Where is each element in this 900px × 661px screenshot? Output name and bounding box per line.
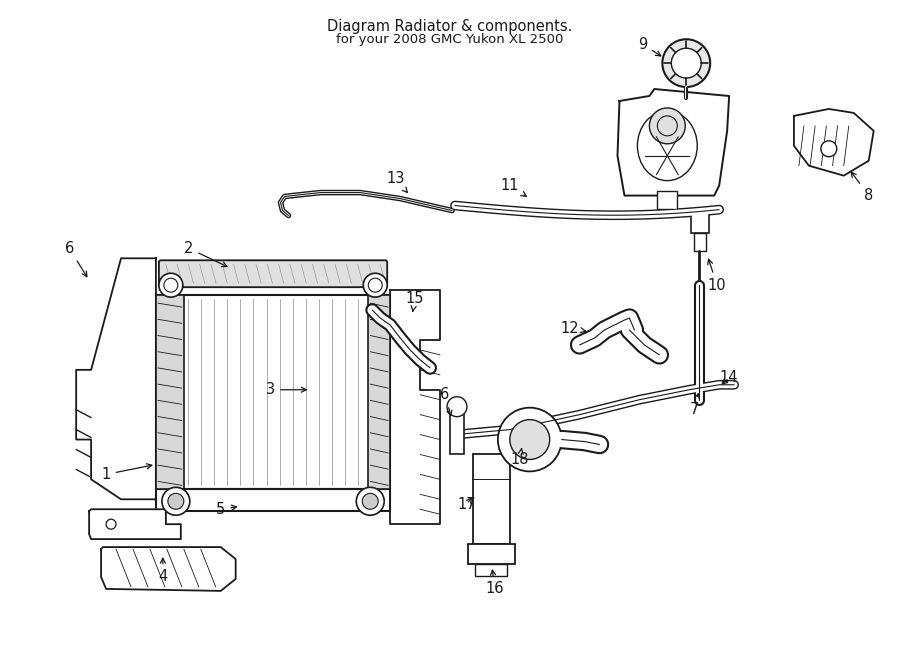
Text: 6: 6 — [440, 387, 452, 416]
Polygon shape — [391, 290, 440, 524]
Text: 10: 10 — [707, 259, 726, 293]
Text: 7: 7 — [689, 394, 699, 417]
Text: Diagram Radiator & components.: Diagram Radiator & components. — [328, 19, 572, 34]
Bar — [450, 410, 464, 455]
Text: 16: 16 — [486, 570, 504, 596]
Text: for your 2008 GMC Yukon XL 2500: for your 2008 GMC Yukon XL 2500 — [337, 33, 563, 46]
Text: 13: 13 — [386, 171, 408, 192]
Bar — [657, 190, 678, 208]
Circle shape — [364, 273, 387, 297]
Bar — [691, 208, 709, 233]
Text: 8: 8 — [851, 172, 873, 203]
Bar — [694, 233, 706, 251]
Circle shape — [363, 493, 378, 509]
Text: 5: 5 — [216, 502, 237, 517]
Circle shape — [162, 487, 190, 515]
Text: 4: 4 — [158, 559, 167, 584]
Polygon shape — [101, 547, 236, 591]
Circle shape — [168, 493, 184, 509]
Polygon shape — [89, 509, 181, 539]
Circle shape — [498, 408, 562, 471]
Text: 9: 9 — [638, 37, 661, 56]
Polygon shape — [76, 258, 156, 499]
Bar — [468, 544, 515, 564]
Circle shape — [662, 39, 710, 87]
Circle shape — [447, 397, 467, 416]
Circle shape — [671, 48, 701, 78]
Polygon shape — [617, 89, 729, 196]
Circle shape — [106, 519, 116, 529]
Text: 12: 12 — [561, 321, 586, 336]
Circle shape — [509, 420, 550, 459]
Bar — [156, 295, 391, 489]
Polygon shape — [794, 109, 874, 176]
Bar — [368, 295, 391, 489]
Circle shape — [821, 141, 837, 157]
Text: 3: 3 — [266, 382, 306, 397]
Text: 17: 17 — [457, 497, 476, 512]
Text: 11: 11 — [500, 178, 526, 196]
Text: 14: 14 — [720, 370, 738, 385]
FancyBboxPatch shape — [159, 260, 387, 287]
Circle shape — [356, 487, 384, 515]
Text: 2: 2 — [184, 241, 227, 266]
Text: 1: 1 — [102, 464, 152, 482]
Circle shape — [650, 108, 685, 144]
Bar — [472, 455, 509, 544]
Text: 6: 6 — [65, 241, 87, 277]
Text: 18: 18 — [510, 449, 529, 467]
Bar — [475, 564, 507, 576]
Bar — [156, 295, 184, 489]
Text: 15: 15 — [406, 291, 425, 311]
Circle shape — [159, 273, 183, 297]
